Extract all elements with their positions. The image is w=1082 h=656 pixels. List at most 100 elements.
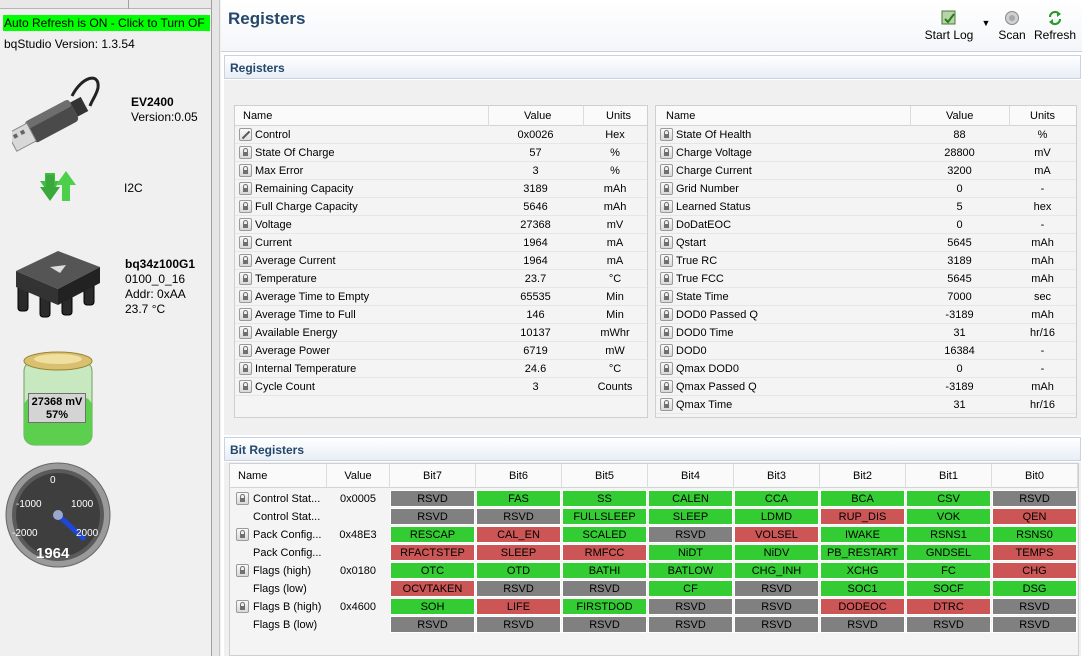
bit-flag-rsvd[interactable]: RSVD <box>562 616 647 633</box>
register-row[interactable]: State Of Health 88% <box>656 126 1076 144</box>
bit-flag-rmfcc[interactable]: RMFCC <box>562 544 647 561</box>
scan-button[interactable]: Scan <box>997 10 1027 42</box>
bit-flag-ldmd[interactable]: LDMD <box>734 508 819 525</box>
register-row[interactable]: Charge Current 3200 mA <box>656 162 1076 180</box>
bit-flag-fullsleep[interactable]: FULLSLEEP <box>562 508 647 525</box>
register-row[interactable]: DOD0 16384 - <box>656 342 1076 360</box>
bit-flag-csv[interactable]: CSV <box>906 490 991 507</box>
bit-flag-cca[interactable]: CCA <box>734 490 819 507</box>
bit-flag-rsvd[interactable]: RSVD <box>648 526 733 543</box>
bit-flag-xchg[interactable]: XCHG <box>820 562 905 579</box>
edit-icon[interactable] <box>239 128 252 141</box>
bit-flag-rsvd[interactable]: RSVD <box>476 616 561 633</box>
bit-flag-cal-en[interactable]: CAL_EN <box>476 526 561 543</box>
bit-flag-rsvd[interactable]: RSVD <box>476 580 561 597</box>
register-row[interactable]: DOD0 Time 31 hr/16 <box>656 324 1076 342</box>
bit-flag-rsvd[interactable]: RSVD <box>390 616 475 633</box>
bit-flag-rsvd[interactable]: RSVD <box>734 616 819 633</box>
register-row[interactable]: Average Current 1964 mA <box>235 252 647 270</box>
start-log-button[interactable]: Start Log <box>924 10 974 42</box>
register-row[interactable]: Grid Number 0 - <box>656 180 1076 198</box>
bit-flag-socf[interactable]: SOCF <box>906 580 991 597</box>
bit-registers-section-header[interactable]: Bit Registers <box>224 437 1081 461</box>
bit-flag-bathi[interactable]: BATHI <box>562 562 647 579</box>
bit-flag-rsvd[interactable]: RSVD <box>734 580 819 597</box>
bit-flag-rsvd[interactable]: RSVD <box>992 490 1077 507</box>
register-row[interactable]: DoDatEOC 0 - <box>656 216 1076 234</box>
bit-flag-rsvd[interactable]: RSVD <box>734 598 819 615</box>
bit-flag-dsg[interactable]: DSG <box>992 580 1077 597</box>
bit-flag-calen[interactable]: CALEN <box>648 490 733 507</box>
bit-flag-sleep[interactable]: SLEEP <box>648 508 733 525</box>
bit-flag-rsns0[interactable]: RSNS0 <box>992 526 1077 543</box>
bit-flag-fc[interactable]: FC <box>906 562 991 579</box>
bit-flag-nidv[interactable]: NiDV <box>734 544 819 561</box>
register-row[interactable]: Qmax DOD0 0 - <box>656 360 1076 378</box>
bit-flag-dtrc[interactable]: DTRC <box>906 598 991 615</box>
register-row[interactable]: True FCC 5645 mAh <box>656 270 1076 288</box>
register-row[interactable]: Available Energy 10137 mWhr <box>235 324 647 342</box>
bit-flag-chg-inh[interactable]: CHG_INH <box>734 562 819 579</box>
refresh-button[interactable]: Refresh <box>1034 10 1076 42</box>
bit-flag-otd[interactable]: OTD <box>476 562 561 579</box>
splitter[interactable] <box>212 0 220 656</box>
lock-icon[interactable] <box>236 564 249 577</box>
bit-flag-qen[interactable]: QEN <box>992 508 1077 525</box>
bit-flag-rfactstep[interactable]: RFACTSTEP <box>390 544 475 561</box>
register-row[interactable]: Qmax Passed Q -3189 mAh <box>656 378 1076 396</box>
lock-icon[interactable] <box>236 492 249 505</box>
bit-flag-soh[interactable]: SOH <box>390 598 475 615</box>
register-row[interactable]: Current 1964 mA <box>235 234 647 252</box>
lock-icon[interactable] <box>236 528 249 541</box>
bit-flag-rsvd[interactable]: RSVD <box>648 598 733 615</box>
register-row[interactable]: Average Time to Full 146 Min <box>235 306 647 324</box>
auto-refresh-toggle[interactable]: Auto Refresh is ON - Click to Turn OF <box>3 15 210 31</box>
bit-flag-life[interactable]: LIFE <box>476 598 561 615</box>
bit-flag-firstdod[interactable]: FIRSTDOD <box>562 598 647 615</box>
bit-flag-otc[interactable]: OTC <box>390 562 475 579</box>
bit-flag-volsel[interactable]: VOLSEL <box>734 526 819 543</box>
bit-flag-rsvd[interactable]: RSVD <box>562 580 647 597</box>
bit-flag-soc1[interactable]: SOC1 <box>820 580 905 597</box>
bit-flag-rsvd[interactable]: RSVD <box>992 598 1077 615</box>
bit-flag-rsns1[interactable]: RSNS1 <box>906 526 991 543</box>
register-row[interactable]: Voltage 27368 mV <box>235 216 647 234</box>
bit-flag-rsvd[interactable]: RSVD <box>390 490 475 507</box>
bit-flag-scaled[interactable]: SCALED <box>562 526 647 543</box>
bit-flag-rsvd[interactable]: RSVD <box>648 616 733 633</box>
registers-section-header[interactable]: Registers <box>224 55 1081 79</box>
bit-flag-temps[interactable]: TEMPS <box>992 544 1077 561</box>
register-row[interactable]: Cycle Count 3 Counts <box>235 378 647 396</box>
bit-flag-ss[interactable]: SS <box>562 490 647 507</box>
register-row[interactable]: Average Power 6719 mW <box>235 342 647 360</box>
bit-flag-pb-restart[interactable]: PB_RESTART <box>820 544 905 561</box>
bit-flag-ocvtaken[interactable]: OCVTAKEN <box>390 580 475 597</box>
bit-flag-rsvd[interactable]: RSVD <box>390 508 475 525</box>
register-row[interactable]: Qmax Time 31 hr/16 <box>656 396 1076 414</box>
bit-flag-bca[interactable]: BCA <box>820 490 905 507</box>
register-row[interactable]: Learned Status 5 hex <box>656 198 1076 216</box>
bit-flag-rsvd[interactable]: RSVD <box>992 616 1077 633</box>
bit-flag-cf[interactable]: CF <box>648 580 733 597</box>
register-row[interactable]: Charge Voltage 28800 mV <box>656 144 1076 162</box>
bit-flag-fas[interactable]: FAS <box>476 490 561 507</box>
register-row[interactable]: State Of Charge 57% <box>235 144 647 162</box>
lock-icon[interactable] <box>236 600 249 613</box>
register-row[interactable]: State Time 7000 sec <box>656 288 1076 306</box>
bit-flag-rescap[interactable]: RESCAP <box>390 526 475 543</box>
bit-flag-rsvd[interactable]: RSVD <box>820 616 905 633</box>
bit-flag-chg[interactable]: CHG <box>992 562 1077 579</box>
bit-flag-batlow[interactable]: BATLOW <box>648 562 733 579</box>
register-row[interactable]: Full Charge Capacity 5646 mAh <box>235 198 647 216</box>
register-row[interactable]: DOD0 Passed Q -3189 mAh <box>656 306 1076 324</box>
bit-flag-dodeoc[interactable]: DODEOC <box>820 598 905 615</box>
register-row[interactable]: Qstart 5645 mAh <box>656 234 1076 252</box>
bit-flag-sleep[interactable]: SLEEP <box>476 544 561 561</box>
register-row[interactable]: Average Time to Empty 65535 Min <box>235 288 647 306</box>
register-row[interactable]: Temperature 23.7 °C <box>235 270 647 288</box>
bit-flag-iwake[interactable]: IWAKE <box>820 526 905 543</box>
bit-flag-vok[interactable]: VOK <box>906 508 991 525</box>
register-row[interactable]: Remaining Capacity 3189 mAh <box>235 180 647 198</box>
bit-flag-rup-dis[interactable]: RUP_DIS <box>820 508 905 525</box>
register-row[interactable]: True RC 3189 mAh <box>656 252 1076 270</box>
